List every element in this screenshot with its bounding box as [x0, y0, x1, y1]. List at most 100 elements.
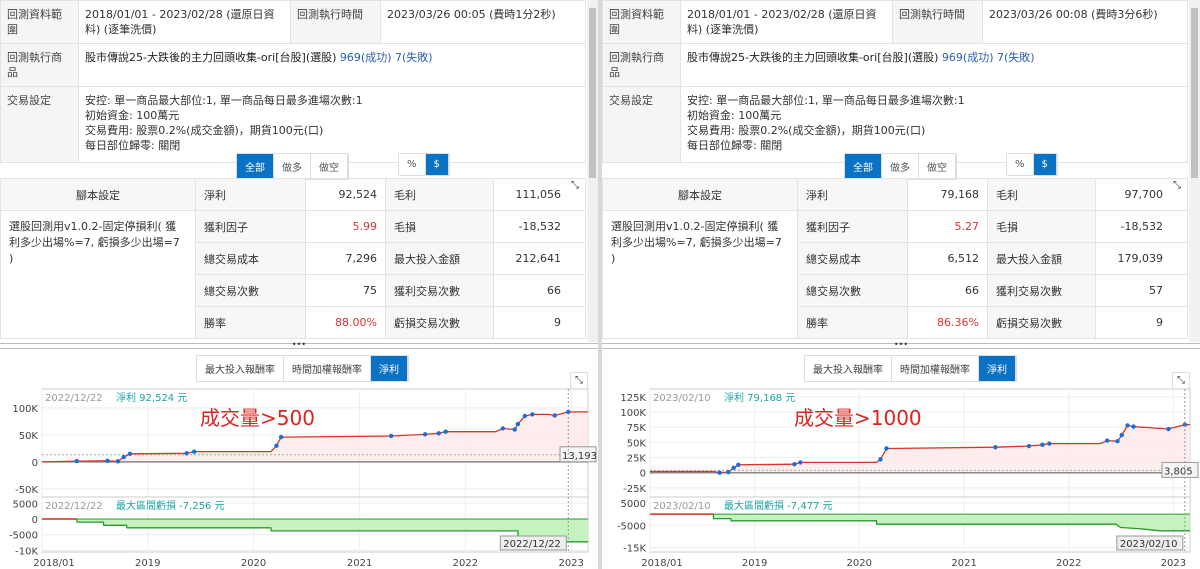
- annotation-text: 成交量>500: [200, 406, 315, 430]
- scrollbar-thumb[interactable]: [1191, 8, 1198, 178]
- backtest-panel-2: 回測資料範圍 2018/01/01 - 2023/02/28 (還原日資料) (…: [602, 0, 1200, 569]
- trade-marker: [993, 445, 998, 450]
- stat-value: 9: [493, 306, 586, 339]
- stat-label: 勝率: [195, 306, 306, 339]
- unit-button[interactable]: %: [1007, 154, 1034, 175]
- stat-label: 最大投入金額: [987, 242, 1096, 275]
- trade-marker: [422, 432, 428, 437]
- trade-marker: [1026, 443, 1032, 449]
- fullscreen-icon[interactable]: ⤡: [1173, 180, 1181, 191]
- chart-tabs: 最大投入報酬率 時間加權報酬率 淨利: [804, 355, 1017, 382]
- chart-tab[interactable]: 時間加權報酬率: [892, 356, 979, 381]
- trade-marker: [512, 427, 517, 432]
- settings-value: 安控: 單一商品最大部位:1, 單一商品每日最多進場次數:1 初始資金: 100萬…: [78, 86, 586, 163]
- vertical-scrollbar[interactable]: [587, 0, 598, 342]
- cursor-date: 2022/12/22: [503, 539, 561, 550]
- settings-label: 交易設定: [602, 86, 681, 163]
- success-count-link[interactable]: 969(成功): [941, 51, 994, 64]
- chart-tab[interactable]: 時間加權報酬率: [284, 356, 371, 381]
- stat-label: 毛利: [987, 178, 1096, 211]
- chart-tab[interactable]: 淨利: [371, 356, 408, 381]
- x-tick-label: 2019: [742, 558, 767, 569]
- trade-marker: [121, 454, 126, 460]
- trade-marker: [515, 421, 521, 427]
- vertical-scrollbar[interactable]: [1189, 0, 1200, 342]
- trade-marker: [500, 426, 505, 431]
- info-bg: [651, 390, 801, 403]
- trade-marker: [530, 412, 535, 417]
- settings-line: 安控: 單一商品最大部位:1, 單一商品每日最多進場次數:1: [85, 94, 363, 107]
- filter-button[interactable]: 做空: [919, 154, 956, 179]
- stat-value: 86.36%: [907, 306, 988, 339]
- stat-value: 92,524: [305, 178, 386, 211]
- chart-tab[interactable]: 淨利: [979, 356, 1016, 381]
- net-profit-chart: 125K 100K 75K 50K 25K 0 -25K 3,805 2023/02/10 淨利 …: [617, 388, 1199, 569]
- unit-button[interactable]: $: [1033, 154, 1057, 175]
- scrollbar-thumb[interactable]: [589, 8, 596, 178]
- filter-button[interactable]: 做多: [882, 154, 919, 179]
- trade-marker: [105, 458, 110, 464]
- drawdown-line: [650, 513, 1190, 532]
- stat-value: 5.99: [305, 210, 386, 243]
- settings-label: 交易設定: [0, 86, 79, 163]
- y-tick-label: 100K: [620, 408, 646, 419]
- x-tick-label: 2023: [1161, 558, 1186, 569]
- trade-marker: [184, 451, 189, 456]
- y-tick-label: 0: [32, 515, 38, 526]
- direction-filter: 全部 做多 做空: [236, 153, 349, 180]
- trade-marker: [436, 431, 441, 436]
- info-date: 2022/12/22: [45, 393, 103, 404]
- fullscreen-icon[interactable]: ⤡: [571, 180, 579, 191]
- trade-marker: [191, 449, 197, 454]
- settings-line: 每日部位歸零: 關閉: [85, 139, 181, 152]
- y-tick-label: 5000: [621, 499, 646, 510]
- stats-row: 選股回測用v1.0.2-固定停損利( 獲利多少出場%=7, 虧損多少出場=7 )…: [0, 210, 586, 339]
- info-value: 最大區間虧損 -7,256 元: [116, 499, 225, 512]
- run-time-value: 2023/03/26 00:08 (費時3分6秒): [982, 0, 1188, 44]
- success-count-link[interactable]: 969(成功): [339, 51, 392, 64]
- trade-marker: [1115, 438, 1120, 444]
- fail-count-link[interactable]: 7(失敗): [997, 51, 1035, 64]
- trade-marker: [1125, 423, 1130, 428]
- stat-value: -18,532: [1095, 210, 1188, 243]
- stat-value: 66: [907, 274, 988, 307]
- drawdown-area: [650, 514, 1190, 531]
- trade-marker: [1104, 438, 1110, 443]
- unit-button[interactable]: %: [399, 154, 426, 175]
- unit-toggle: % $: [398, 153, 450, 176]
- product-label: 回測執行商品: [0, 43, 79, 87]
- chart-tab[interactable]: 最大投入報酬率: [197, 356, 284, 381]
- y-tick-label: -25K: [623, 484, 646, 495]
- settings-line: 初始資金: 100萬元: [687, 109, 782, 122]
- filter-button[interactable]: 全部: [237, 154, 274, 179]
- unit-button[interactable]: $: [425, 154, 449, 175]
- product-label: 回測執行商品: [602, 43, 681, 87]
- backtest-panel-1: 回測資料範圍 2018/01/01 - 2023/02/28 (還原日資料) (…: [0, 0, 598, 569]
- chart-tab[interactable]: 最大投入報酬率: [805, 356, 892, 381]
- filter-button[interactable]: 做多: [274, 154, 311, 179]
- direction-filter: 全部 做多 做空: [844, 153, 957, 180]
- settings-line: 交易費用: 股票0.2%(成交金額)，期貨100元(口): [85, 124, 324, 137]
- stat-value: 7,296: [305, 242, 386, 275]
- panel-splitter[interactable]: [598, 0, 602, 569]
- backtest-info-table: 回測資料範圍 2018/01/01 - 2023/02/28 (還原日資料) (…: [0, 0, 586, 163]
- info-bg: [43, 390, 198, 403]
- stat-value: 88.00%: [305, 306, 386, 339]
- trade-marker: [736, 462, 741, 468]
- stats-row: 總交易成本 7,296 最大投入金額 212,641: [1, 242, 586, 275]
- trade-marker: [1040, 442, 1045, 448]
- cursor-date: 2023/02/10: [1120, 539, 1178, 550]
- filter-button[interactable]: 全部: [845, 154, 882, 179]
- trade-marker: [274, 443, 279, 448]
- y-tick-label: 100K: [12, 404, 38, 415]
- fail-count-link[interactable]: 7(失敗): [395, 51, 433, 64]
- range-value: 2018/01/01 - 2023/02/28 (還原日資料) (逐筆洗價): [78, 0, 291, 44]
- range-label: 回測資料範圍: [0, 0, 79, 44]
- trade-marker: [127, 451, 133, 456]
- y-tick-label: -50K: [15, 485, 38, 496]
- resize-handle[interactable]: •••: [602, 341, 1200, 349]
- trade-marker: [552, 413, 557, 418]
- filter-button[interactable]: 做空: [311, 154, 348, 179]
- stat-value: 6,512: [907, 242, 988, 275]
- resize-handle[interactable]: •••: [0, 341, 598, 349]
